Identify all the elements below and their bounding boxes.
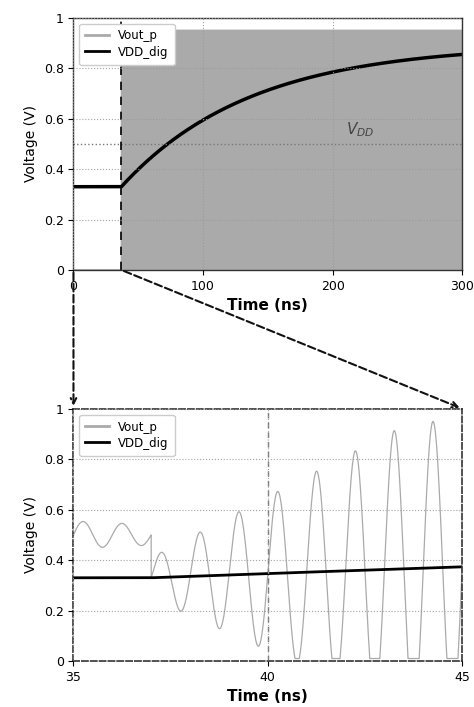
VDD_dig bbox=[90, 573, 96, 582]
VDD_dig bbox=[459, 563, 465, 571]
Vout_p bbox=[380, 607, 385, 616]
Y-axis label: Voltage (V): Voltage (V) bbox=[24, 496, 38, 573]
Line: Vout_p: Vout_p bbox=[73, 421, 462, 658]
Line: VDD_dig: VDD_dig bbox=[73, 54, 462, 187]
Vout_p bbox=[459, 26, 465, 35]
VDD_dig bbox=[359, 566, 365, 575]
Vout_p bbox=[359, 503, 365, 512]
VDD_dig bbox=[211, 571, 217, 580]
VDD_dig bbox=[318, 568, 323, 576]
Text: V$_{DD}$: V$_{DD}$ bbox=[346, 120, 374, 139]
VDD_dig bbox=[165, 139, 171, 148]
Vout_p bbox=[71, 266, 76, 274]
Legend: Vout_p, VDD_dig: Vout_p, VDD_dig bbox=[79, 414, 175, 456]
VDD_dig bbox=[456, 50, 462, 59]
Vout_p bbox=[163, 26, 169, 35]
Vout_p bbox=[211, 606, 217, 614]
X-axis label: Time (ns): Time (ns) bbox=[228, 689, 308, 704]
Line: Vout_p: Vout_p bbox=[73, 30, 462, 270]
Legend: Vout_p, VDD_dig: Vout_p, VDD_dig bbox=[79, 23, 175, 65]
Vout_p bbox=[90, 531, 96, 539]
VDD_dig bbox=[301, 568, 306, 576]
VDD_dig bbox=[163, 141, 169, 150]
VDD_dig bbox=[161, 143, 166, 151]
VDD_dig bbox=[217, 107, 223, 115]
Y-axis label: Voltage (V): Voltage (V) bbox=[24, 105, 38, 182]
Vout_p bbox=[456, 26, 462, 35]
Vout_p bbox=[71, 531, 76, 539]
VDD_dig bbox=[71, 182, 76, 191]
Line: VDD_dig: VDD_dig bbox=[73, 567, 462, 578]
Vout_p bbox=[245, 26, 251, 35]
Vout_p bbox=[318, 486, 323, 495]
Vout_p bbox=[161, 26, 167, 35]
Vout_p bbox=[430, 417, 436, 426]
Vout_p bbox=[292, 654, 298, 662]
VDD_dig bbox=[245, 94, 250, 103]
Vout_p bbox=[301, 614, 306, 623]
VDD_dig bbox=[459, 50, 465, 59]
Vout_p bbox=[459, 563, 465, 571]
VDD_dig bbox=[71, 573, 76, 582]
Vout_p bbox=[165, 26, 171, 35]
Vout_p bbox=[118, 26, 124, 35]
VDD_dig bbox=[380, 566, 385, 574]
X-axis label: Time (ns): Time (ns) bbox=[228, 298, 308, 313]
Vout_p bbox=[217, 26, 223, 35]
